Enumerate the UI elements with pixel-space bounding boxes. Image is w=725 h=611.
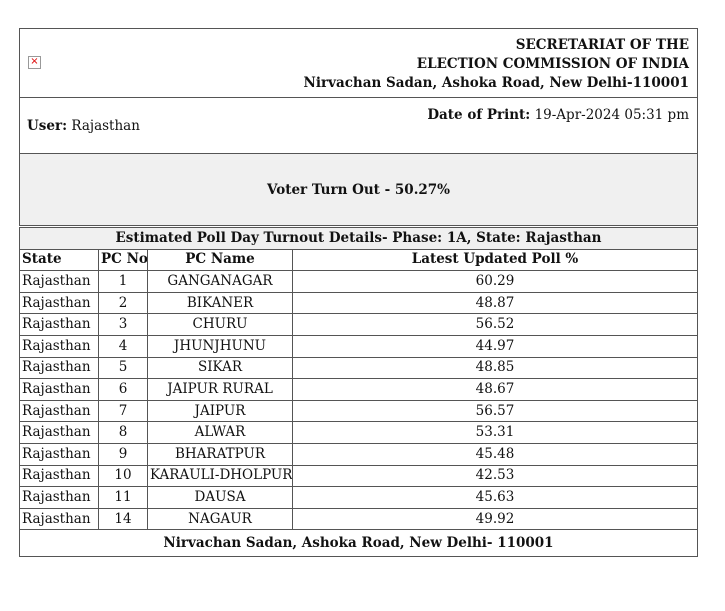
table-cell: 4 — [98, 334, 148, 358]
table-cell: CHURU — [147, 313, 293, 336]
table-cell: 49.92 — [292, 507, 698, 531]
table-cell: Rajasthan — [19, 399, 99, 423]
table-row: Rajasthan 1 GANGANAGAR 60.29 — [19, 270, 698, 293]
table-cell: Rajasthan — [19, 421, 99, 444]
table-row: Rajasthan 8 ALWAR 53.31 — [19, 421, 698, 444]
table-row: Rajasthan 3 CHURU 56.52 — [19, 313, 698, 336]
table-row: Rajasthan 4 JHUNJHUNU 44.97 — [19, 334, 698, 358]
table-cell: 48.87 — [292, 291, 698, 315]
print-date: Date of Print: 19-Apr-2024 05:31 pm — [427, 107, 689, 123]
column-header: State — [19, 248, 99, 272]
table-row: Rajasthan 7 JAIPUR 56.57 — [19, 399, 698, 423]
user-info: User: Rajasthan Date of Print: 19-Apr-20… — [19, 97, 698, 153]
table-cell: 1 — [98, 270, 148, 293]
table-cell: 2 — [98, 291, 148, 315]
table-cell: Rajasthan — [19, 356, 99, 380]
turnout-banner: Voter Turn Out - 50.27% — [19, 153, 698, 226]
table-cell: 48.67 — [292, 378, 698, 401]
print-date-label: Date of Print: — [427, 107, 531, 123]
table-cell: JAIPUR RURAL — [147, 378, 293, 401]
table-cell: KARAULI-DHOLPUR — [147, 464, 293, 488]
table-cell: SIKAR — [147, 356, 293, 380]
table-cell: 9 — [98, 442, 148, 466]
header-line: Nirvachan Sadan, Ashoka Road, New Delhi-… — [303, 75, 689, 91]
table-cell: 6 — [98, 378, 148, 401]
column-header: PC No — [98, 248, 148, 272]
header: × SECRETARIAT OF THE ELECTION COMMISSION… — [19, 28, 698, 97]
footer-row: Nirvachan Sadan, Ashoka Road, New Delhi-… — [19, 529, 698, 558]
table-cell: Rajasthan — [19, 270, 99, 293]
table-title: Estimated Poll Day Turnout Details- Phas… — [19, 227, 698, 250]
user-label: User: — [27, 118, 68, 134]
table-cell: 44.97 — [292, 334, 698, 358]
table-cell: Rajasthan — [19, 464, 99, 488]
table-cell: Rajasthan — [19, 486, 99, 509]
header-line: SECRETARIAT OF THE — [515, 37, 689, 53]
column-header: Latest Updated Poll % — [292, 248, 698, 272]
table-cell: 10 — [98, 464, 148, 488]
header-row: State PC No PC Name Latest Updated Poll % — [19, 248, 698, 272]
table-cell: GANGANAGAR — [147, 270, 293, 293]
table-row: Rajasthan 2 BIKANER 48.87 — [19, 291, 698, 315]
table-row: Rajasthan 9 BHARATPUR 45.48 — [19, 442, 698, 466]
table-footer: Nirvachan Sadan, Ashoka Road, New Delhi-… — [19, 529, 698, 558]
table-cell: Rajasthan — [19, 334, 99, 358]
table-row: Rajasthan 5 SIKAR 48.85 — [19, 356, 698, 380]
column-header: PC Name — [147, 248, 293, 272]
table-row: Rajasthan 14 NAGAUR 49.92 — [19, 507, 698, 531]
table-cell: Rajasthan — [19, 378, 99, 401]
header-line: ELECTION COMMISSION OF INDIA — [416, 56, 689, 72]
table-cell: BIKANER — [147, 291, 293, 315]
table-cell: 42.53 — [292, 464, 698, 488]
table-cell: 53.31 — [292, 421, 698, 444]
table-cell: JAIPUR — [147, 399, 293, 423]
table-cell: 8 — [98, 421, 148, 444]
table-row: Rajasthan 10 KARAULI-DHOLPUR 42.53 — [19, 464, 698, 488]
table-row: Rajasthan 11 DAUSA 45.63 — [19, 486, 698, 509]
print-date-value: 19-Apr-2024 05:31 pm — [534, 107, 689, 123]
table-cell: DAUSA — [147, 486, 293, 509]
table-cell: Rajasthan — [19, 313, 99, 336]
table-cell: 14 — [98, 507, 148, 531]
table-cell: JHUNJHUNU — [147, 334, 293, 358]
turnout: Voter Turn Out - 50.27% — [266, 181, 451, 198]
table-cell: NAGAUR — [147, 507, 293, 531]
broken-image-icon: × — [28, 56, 41, 69]
table-cell: Rajasthan — [19, 291, 99, 315]
user-value: Rajasthan — [71, 118, 140, 134]
table-cell: 7 — [98, 399, 148, 423]
table-cell: 45.63 — [292, 486, 698, 509]
user: User: Rajasthan — [27, 118, 140, 134]
table-cell: BHARATPUR — [147, 442, 293, 466]
turnout-table: Estimated Poll Day Turnout Details- Phas… — [19, 227, 698, 558]
table-cell: Rajasthan — [19, 507, 99, 531]
table-cell: ALWAR — [147, 421, 293, 444]
table-cell: 60.29 — [292, 270, 698, 293]
table-cell: 48.85 — [292, 356, 698, 380]
table-cell: 5 — [98, 356, 148, 380]
table-cell: 3 — [98, 313, 148, 336]
table-cell: 11 — [98, 486, 148, 509]
table-cell: 56.57 — [292, 399, 698, 423]
table-cell: Rajasthan — [19, 442, 99, 466]
table-cell: 56.52 — [292, 313, 698, 336]
table-row: Rajasthan 6 JAIPUR RURAL 48.67 — [19, 378, 698, 401]
table-cell: 45.48 — [292, 442, 698, 466]
